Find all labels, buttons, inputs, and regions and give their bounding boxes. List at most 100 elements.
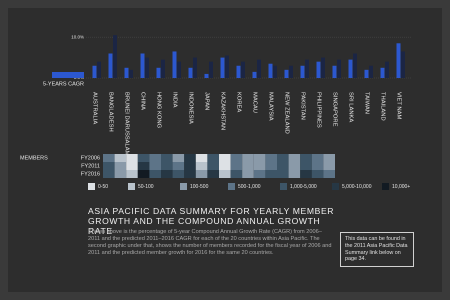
y-axis-label: 5-YEARS CAGR bbox=[43, 81, 84, 87]
legend-swatch bbox=[180, 183, 187, 190]
bar bbox=[92, 65, 97, 78]
heatmap-cell bbox=[288, 162, 301, 170]
heatmap-cell bbox=[161, 162, 173, 170]
heatmap-cell bbox=[300, 170, 312, 178]
bar bbox=[273, 65, 277, 78]
heatmap-cell bbox=[137, 162, 150, 170]
legend-label: 100-500 bbox=[190, 184, 209, 190]
heatmap-cell bbox=[126, 162, 138, 170]
x-tick-label: INDIA bbox=[171, 92, 177, 108]
heatmap-cell bbox=[114, 154, 127, 162]
heatmap-cell bbox=[137, 170, 150, 178]
heatmap-cell bbox=[184, 154, 196, 162]
heatmap-cell bbox=[288, 154, 301, 162]
heatmap-cell bbox=[184, 170, 196, 178]
x-tick-label: SRI LANKA bbox=[347, 92, 353, 122]
heatmap-cell bbox=[265, 170, 277, 178]
bar bbox=[113, 35, 117, 78]
heatmap-cell bbox=[149, 170, 161, 178]
legend-swatch bbox=[280, 183, 287, 190]
heatmap-cell bbox=[184, 162, 196, 170]
x-tick-label: MACAU bbox=[251, 92, 257, 113]
legend-swatch bbox=[228, 183, 235, 190]
bar bbox=[289, 65, 293, 78]
x-tick-label: VIET NAM bbox=[395, 92, 401, 119]
x-tick-label: HONG KONG bbox=[155, 92, 161, 129]
heatmap-cell bbox=[207, 170, 219, 178]
bar bbox=[172, 51, 177, 78]
bar bbox=[161, 59, 165, 78]
heatmap-cell bbox=[207, 162, 219, 170]
bar bbox=[188, 67, 193, 78]
x-tick-label: KOREA bbox=[235, 92, 241, 112]
y-tick-label: 10.0% bbox=[71, 34, 84, 39]
heatmap-cell bbox=[149, 154, 161, 162]
bar bbox=[140, 53, 145, 78]
panel bbox=[8, 8, 442, 292]
legend-swatch bbox=[382, 183, 389, 190]
legend-swatch bbox=[128, 183, 135, 190]
row-label: FY2011 bbox=[81, 163, 100, 169]
heatmap-cell bbox=[114, 170, 127, 178]
heatmap-cell bbox=[323, 170, 335, 178]
bar bbox=[401, 51, 405, 78]
heatmap-cell bbox=[103, 154, 115, 162]
bar bbox=[316, 61, 321, 78]
x-tick-label: INDONESIA bbox=[187, 92, 193, 124]
bar bbox=[353, 53, 357, 78]
heatmap-cell bbox=[311, 154, 324, 162]
heatmap-cell bbox=[103, 170, 115, 178]
legend-label: 5,000-10,000 bbox=[342, 184, 372, 190]
heatmap-cell bbox=[149, 162, 161, 170]
heatmap-cell bbox=[219, 162, 231, 170]
x-tick-label: KAZAKHSTAN bbox=[219, 92, 225, 130]
heatmap-cell bbox=[277, 154, 289, 162]
heatmap-cell bbox=[242, 170, 254, 178]
bar bbox=[305, 59, 309, 78]
heatmap-cell bbox=[230, 154, 243, 162]
heatmap-cell bbox=[126, 154, 138, 162]
bar bbox=[225, 55, 229, 78]
heatmap-cell bbox=[161, 154, 173, 162]
heatmap-cell bbox=[265, 162, 277, 170]
heatmap-cell bbox=[230, 170, 243, 178]
legend-swatch bbox=[332, 183, 339, 190]
heatmap-cell bbox=[207, 154, 219, 162]
heatmap-cell bbox=[126, 170, 138, 178]
legend-label: 500-1,000 bbox=[238, 184, 261, 190]
heatmap-cell bbox=[300, 154, 312, 162]
bar bbox=[108, 53, 113, 78]
bar bbox=[321, 57, 325, 78]
heatmap-cell bbox=[288, 170, 301, 178]
heatmap-cell bbox=[114, 162, 127, 170]
bar bbox=[257, 59, 261, 78]
row-label: FY2006 bbox=[81, 155, 100, 161]
legend-label: 10,000+ bbox=[392, 184, 410, 190]
heatmap-cell bbox=[253, 170, 266, 178]
x-tick-label: BANGLADESH bbox=[107, 92, 113, 132]
bar bbox=[332, 65, 337, 78]
x-tick-label: MALAYSIA bbox=[267, 92, 273, 121]
bar bbox=[268, 63, 273, 78]
x-tick-label: JAPAN bbox=[203, 92, 209, 110]
bar bbox=[124, 67, 129, 78]
heatmap-cell bbox=[323, 162, 335, 170]
heatmap-cell bbox=[172, 162, 185, 170]
heatmap-cell bbox=[242, 154, 254, 162]
heatmap-cell bbox=[323, 154, 335, 162]
bar bbox=[300, 65, 305, 78]
bar bbox=[385, 61, 389, 78]
bar bbox=[129, 69, 133, 78]
x-tick-label: NEW ZEALAND bbox=[283, 92, 289, 134]
heatmap-cell bbox=[219, 170, 231, 178]
bar bbox=[156, 67, 161, 78]
x-tick-label: PAKISTAN bbox=[299, 92, 305, 120]
heatmap-cell bbox=[253, 154, 266, 162]
bar bbox=[369, 65, 373, 78]
heatmap-cell bbox=[195, 162, 208, 170]
bar bbox=[220, 57, 225, 78]
heatmap-cell bbox=[311, 170, 324, 178]
heatmap-title: MEMBERS bbox=[20, 155, 48, 161]
row-label: FY2016 bbox=[81, 171, 100, 177]
bar bbox=[209, 61, 213, 78]
